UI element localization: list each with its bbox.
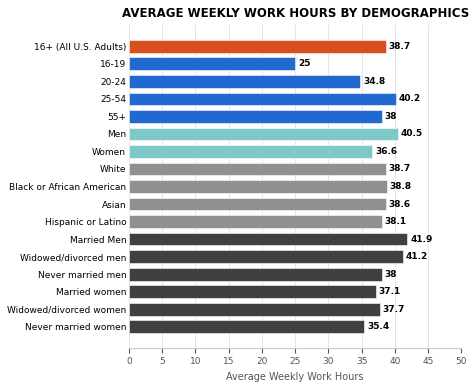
- Bar: [129, 128, 398, 140]
- Bar: [129, 58, 295, 70]
- Text: 38: 38: [384, 112, 397, 121]
- Text: 38.6: 38.6: [388, 200, 410, 209]
- Bar: [129, 268, 382, 280]
- Text: 38.8: 38.8: [390, 182, 411, 191]
- X-axis label: Average Weekly Work Hours: Average Weekly Work Hours: [227, 372, 364, 382]
- Text: 40.2: 40.2: [399, 95, 421, 103]
- Bar: [129, 180, 387, 193]
- Text: 38.1: 38.1: [385, 217, 407, 226]
- Bar: [129, 286, 375, 298]
- Text: 40.5: 40.5: [401, 130, 423, 138]
- Bar: [129, 198, 385, 210]
- Text: 41.9: 41.9: [410, 235, 432, 244]
- Title: AVERAGE WEEKLY WORK HOURS BY DEMOGRAPHICS: AVERAGE WEEKLY WORK HOURS BY DEMOGRAPHIC…: [121, 7, 469, 20]
- Bar: [129, 303, 380, 315]
- Text: 36.6: 36.6: [375, 147, 397, 156]
- Bar: [129, 251, 403, 263]
- Text: 41.2: 41.2: [405, 252, 428, 261]
- Bar: [129, 75, 360, 88]
- Text: 37.1: 37.1: [378, 287, 401, 296]
- Bar: [129, 40, 386, 53]
- Bar: [129, 110, 382, 123]
- Text: 35.4: 35.4: [367, 322, 389, 331]
- Bar: [129, 163, 386, 175]
- Text: 38.7: 38.7: [389, 165, 411, 173]
- Text: 38: 38: [384, 270, 397, 279]
- Bar: [129, 321, 364, 333]
- Text: 37.7: 37.7: [382, 305, 405, 314]
- Bar: [129, 93, 396, 105]
- Text: 34.8: 34.8: [363, 77, 385, 86]
- Text: 38.7: 38.7: [389, 42, 411, 51]
- Bar: [129, 145, 372, 158]
- Bar: [129, 215, 382, 228]
- Bar: [129, 233, 408, 245]
- Text: 25: 25: [298, 59, 310, 68]
